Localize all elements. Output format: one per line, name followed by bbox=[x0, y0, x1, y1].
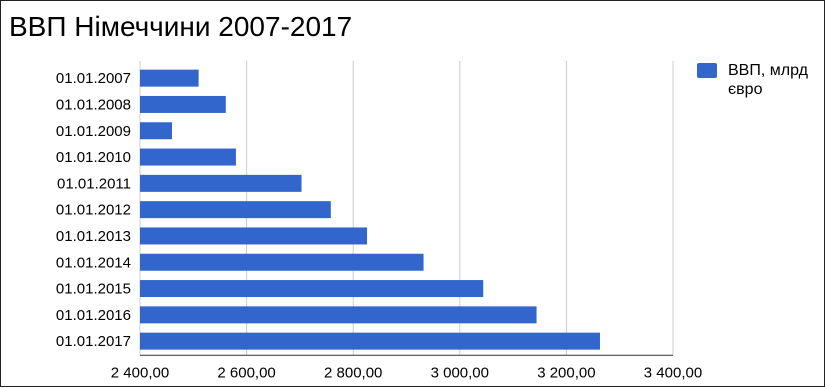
x-tick-label: 3 200,00 bbox=[537, 364, 595, 381]
x-tick-label: 3 400,00 bbox=[644, 364, 702, 381]
category-label: 01.01.2010 bbox=[56, 149, 131, 166]
legend-swatch bbox=[697, 63, 717, 78]
category-label: 01.01.2009 bbox=[56, 123, 131, 140]
category-label: 01.01.2007 bbox=[56, 70, 131, 87]
x-tick-label: 3 000,00 bbox=[431, 364, 489, 381]
bar bbox=[140, 122, 172, 140]
x-tick-label: 2 600,00 bbox=[217, 364, 275, 381]
category-label: 01.01.2013 bbox=[56, 228, 131, 245]
category-label: 01.01.2016 bbox=[56, 307, 131, 324]
bar bbox=[140, 201, 331, 219]
category-label: 01.01.2017 bbox=[56, 333, 131, 350]
bar bbox=[140, 174, 302, 192]
category-label: 01.01.2008 bbox=[56, 96, 131, 113]
chart-legend: ВВП, млрд євро bbox=[697, 61, 818, 99]
category-label: 01.01.2012 bbox=[56, 202, 131, 219]
bar bbox=[140, 148, 236, 166]
x-tick-label: 2 400,00 bbox=[111, 364, 169, 381]
bar bbox=[140, 95, 226, 113]
x-tick-label: 2 800,00 bbox=[324, 364, 382, 381]
bar bbox=[140, 280, 484, 298]
bar bbox=[140, 332, 600, 350]
bar bbox=[140, 69, 199, 87]
chart-title: ВВП Німеччини 2007-2017 bbox=[9, 11, 353, 42]
category-label: 01.01.2015 bbox=[56, 281, 131, 298]
bar bbox=[140, 306, 537, 324]
category-label: 01.01.2011 bbox=[57, 175, 131, 192]
category-label: 01.01.2014 bbox=[56, 254, 131, 271]
bar bbox=[140, 227, 368, 245]
legend-label: ВВП, млрд євро bbox=[728, 62, 808, 98]
bar bbox=[140, 253, 424, 271]
